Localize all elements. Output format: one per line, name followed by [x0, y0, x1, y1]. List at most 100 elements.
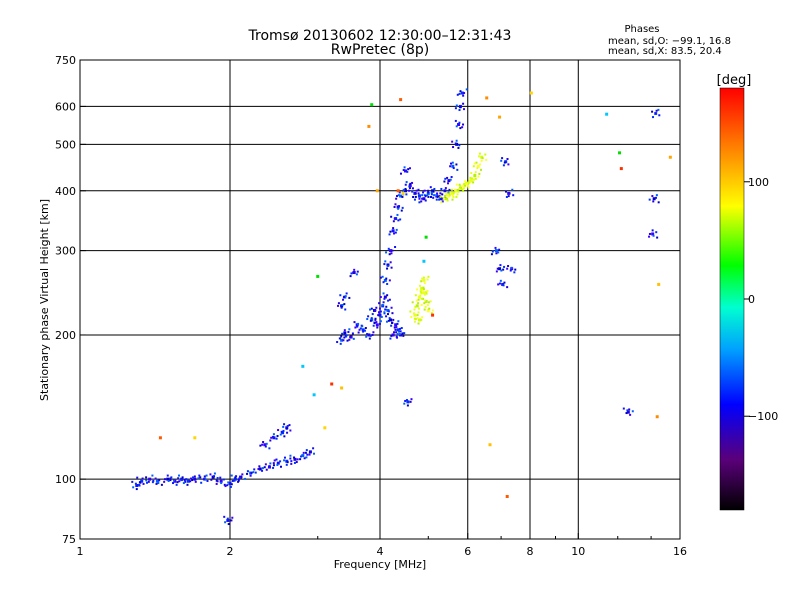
- data-point: [655, 231, 658, 234]
- data-point: [421, 197, 424, 200]
- y-tick-label: 100: [55, 473, 76, 486]
- data-point: [480, 159, 483, 162]
- data-point: [457, 190, 460, 193]
- data-point: [394, 328, 397, 331]
- x-tick-label: 8: [527, 545, 534, 558]
- data-point: [458, 144, 461, 147]
- data-point: [192, 476, 195, 479]
- x-tick-label: 1: [77, 545, 84, 558]
- data-point: [406, 170, 409, 173]
- data-point: [269, 462, 272, 465]
- data-point: [375, 306, 378, 309]
- data-point: [275, 437, 278, 440]
- data-point: [258, 465, 261, 468]
- data-point: [361, 325, 364, 328]
- data-point: [241, 473, 244, 476]
- data-point: [420, 280, 423, 283]
- data-point: [337, 304, 340, 307]
- data-point: [420, 297, 423, 300]
- data-point: [648, 235, 651, 238]
- data-point: [476, 167, 479, 170]
- data-point: [234, 476, 237, 479]
- data-point: [400, 327, 403, 330]
- data-point: [421, 289, 424, 292]
- data-point: [423, 308, 426, 311]
- data-point: [367, 315, 370, 318]
- data-point: [443, 180, 446, 183]
- data-point: [378, 313, 382, 317]
- data-point: [227, 523, 230, 526]
- data-point: [385, 315, 388, 318]
- data-point: [411, 190, 414, 193]
- data-point: [458, 109, 461, 112]
- data-point: [399, 218, 402, 221]
- data-point: [436, 192, 439, 195]
- data-point: [391, 229, 395, 233]
- data-point: [270, 436, 273, 439]
- data-point: [138, 481, 141, 484]
- data-point: [402, 169, 405, 172]
- data-point: [474, 171, 477, 174]
- data-point: [500, 159, 503, 162]
- data-point: [365, 335, 368, 338]
- data-point: [455, 183, 458, 186]
- data-point: [408, 185, 411, 188]
- data-point: [345, 335, 348, 338]
- data-point: [463, 187, 466, 190]
- data-point: [467, 182, 470, 185]
- data-point: [503, 161, 506, 164]
- data-point: [655, 109, 658, 112]
- data-point: [460, 91, 464, 95]
- data-point: [498, 115, 502, 119]
- data-point: [302, 451, 305, 454]
- data-point: [299, 458, 302, 461]
- data-point: [396, 336, 399, 339]
- data-point: [494, 246, 497, 249]
- data-point: [651, 195, 654, 198]
- data-point: [395, 331, 398, 334]
- data-point: [272, 466, 275, 469]
- data-point: [249, 474, 252, 477]
- data-point: [283, 459, 286, 462]
- data-point: [391, 322, 394, 325]
- data-point: [394, 323, 397, 326]
- data-point: [237, 480, 240, 483]
- data-point: [398, 191, 401, 194]
- data-point: [364, 327, 367, 330]
- data-point: [448, 194, 451, 197]
- data-point: [464, 180, 467, 183]
- data-point: [657, 108, 660, 111]
- data-point: [496, 267, 499, 270]
- data-point: [158, 479, 161, 482]
- y-tick-label: 300: [55, 245, 76, 258]
- data-point: [390, 324, 393, 327]
- data-point: [475, 161, 478, 164]
- data-point: [395, 228, 398, 231]
- data-point: [345, 334, 348, 337]
- data-point: [396, 328, 400, 332]
- data-point: [263, 443, 267, 447]
- data-point: [373, 322, 376, 325]
- data-point: [438, 198, 441, 201]
- data-point: [261, 467, 264, 470]
- data-point: [394, 231, 397, 234]
- data-point: [458, 188, 461, 191]
- data-point: [393, 326, 396, 329]
- data-point: [446, 199, 449, 202]
- data-point: [386, 282, 389, 285]
- data-point: [169, 477, 172, 480]
- data-point: [400, 209, 403, 212]
- data-point: [657, 282, 661, 286]
- data-point: [655, 415, 659, 419]
- data-point: [186, 479, 190, 483]
- data-point: [158, 436, 162, 440]
- data-point: [205, 474, 208, 477]
- data-point: [382, 281, 385, 284]
- data-point: [439, 192, 442, 195]
- data-point: [425, 291, 428, 294]
- data-point: [498, 267, 502, 271]
- data-point: [396, 189, 400, 193]
- data-point: [417, 188, 420, 191]
- data-point: [502, 268, 505, 271]
- data-point: [132, 486, 135, 489]
